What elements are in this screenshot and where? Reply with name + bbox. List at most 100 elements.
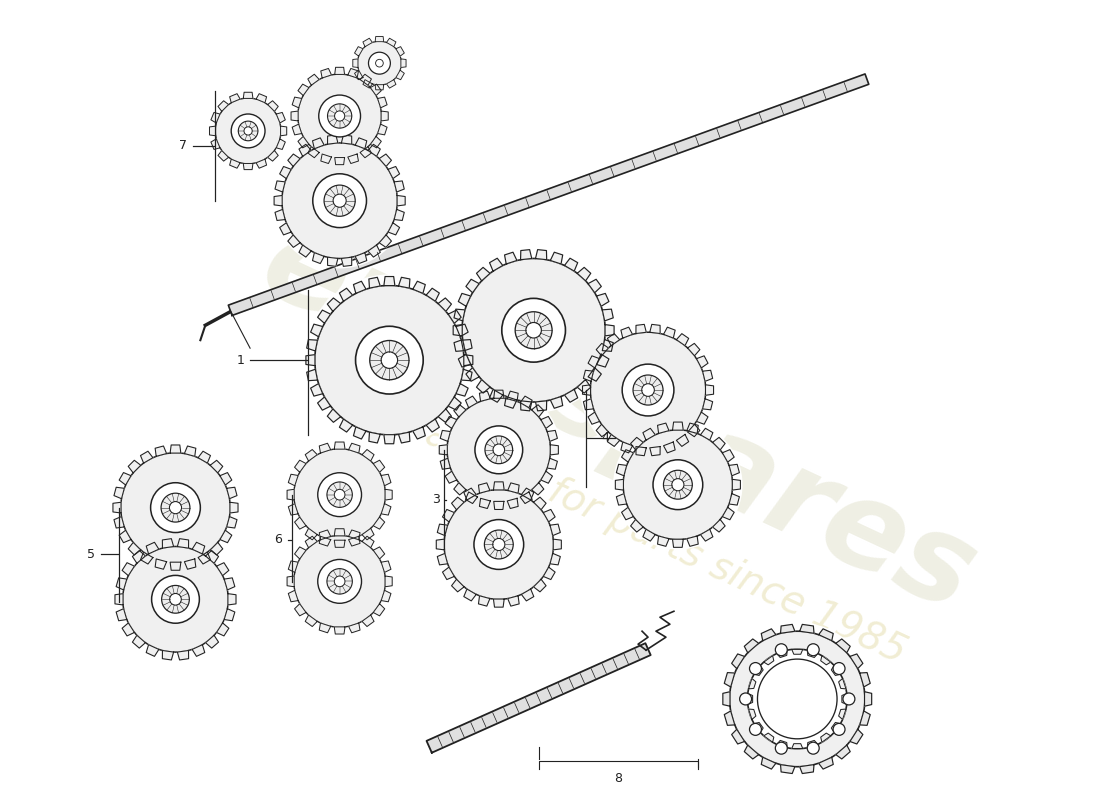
Circle shape	[720, 622, 873, 776]
Polygon shape	[375, 37, 384, 42]
Polygon shape	[362, 615, 374, 626]
Polygon shape	[583, 398, 594, 410]
Circle shape	[231, 114, 265, 148]
Polygon shape	[341, 135, 352, 144]
Polygon shape	[553, 539, 561, 550]
Polygon shape	[334, 442, 345, 449]
Polygon shape	[777, 741, 788, 748]
Circle shape	[843, 693, 855, 705]
Polygon shape	[288, 504, 298, 515]
Circle shape	[318, 473, 362, 517]
Circle shape	[624, 430, 733, 539]
Polygon shape	[116, 594, 123, 605]
Polygon shape	[755, 666, 763, 675]
Polygon shape	[177, 538, 188, 548]
Polygon shape	[438, 524, 448, 535]
Polygon shape	[287, 576, 294, 586]
Polygon shape	[701, 530, 713, 541]
Polygon shape	[777, 650, 788, 658]
Circle shape	[334, 111, 344, 121]
Polygon shape	[446, 417, 456, 429]
Circle shape	[318, 559, 362, 603]
Polygon shape	[745, 745, 759, 759]
Polygon shape	[349, 536, 360, 546]
Polygon shape	[218, 150, 229, 161]
Polygon shape	[385, 490, 393, 500]
Polygon shape	[596, 343, 608, 356]
Polygon shape	[703, 398, 713, 410]
Polygon shape	[705, 385, 714, 395]
Polygon shape	[842, 694, 847, 705]
Polygon shape	[453, 325, 462, 336]
Polygon shape	[206, 550, 219, 563]
Polygon shape	[541, 417, 552, 429]
Polygon shape	[129, 542, 141, 555]
Polygon shape	[230, 502, 238, 513]
Polygon shape	[198, 451, 210, 463]
Polygon shape	[461, 370, 472, 381]
Circle shape	[244, 127, 252, 135]
Polygon shape	[293, 97, 301, 108]
Polygon shape	[363, 80, 373, 88]
Circle shape	[776, 742, 788, 754]
Polygon shape	[615, 479, 624, 490]
Circle shape	[663, 470, 692, 499]
Circle shape	[294, 535, 385, 627]
Text: a passion for parts since 1985: a passion for parts since 1985	[364, 388, 912, 671]
Polygon shape	[426, 288, 439, 302]
Polygon shape	[360, 146, 372, 158]
Polygon shape	[850, 654, 862, 669]
Polygon shape	[206, 635, 219, 648]
Circle shape	[434, 480, 563, 610]
Polygon shape	[141, 552, 153, 564]
Polygon shape	[536, 401, 547, 411]
Polygon shape	[276, 113, 285, 123]
Polygon shape	[388, 223, 399, 235]
Polygon shape	[334, 529, 345, 536]
Polygon shape	[279, 166, 292, 178]
Polygon shape	[220, 473, 232, 485]
Polygon shape	[723, 692, 730, 706]
Polygon shape	[588, 368, 602, 382]
Polygon shape	[114, 517, 124, 528]
Polygon shape	[578, 267, 591, 281]
Polygon shape	[494, 502, 504, 510]
Polygon shape	[800, 624, 814, 634]
Polygon shape	[672, 422, 683, 430]
Polygon shape	[306, 354, 315, 366]
Polygon shape	[733, 479, 740, 490]
Polygon shape	[377, 124, 387, 135]
Polygon shape	[229, 74, 869, 315]
Polygon shape	[521, 589, 534, 601]
Text: 6: 6	[274, 533, 282, 546]
Polygon shape	[310, 383, 322, 396]
Polygon shape	[288, 474, 298, 486]
Polygon shape	[198, 552, 210, 564]
Polygon shape	[701, 428, 713, 440]
Polygon shape	[412, 282, 426, 294]
Circle shape	[748, 649, 847, 749]
Polygon shape	[373, 547, 385, 559]
Polygon shape	[305, 615, 317, 626]
Polygon shape	[170, 562, 180, 570]
Polygon shape	[146, 542, 158, 554]
Circle shape	[328, 104, 352, 128]
Polygon shape	[394, 181, 405, 192]
Circle shape	[581, 322, 716, 458]
Polygon shape	[550, 524, 560, 535]
Text: 1: 1	[236, 354, 244, 366]
Polygon shape	[321, 69, 331, 78]
Polygon shape	[334, 158, 344, 165]
Polygon shape	[368, 144, 381, 156]
Circle shape	[324, 185, 355, 216]
Polygon shape	[723, 507, 734, 520]
Polygon shape	[119, 473, 131, 485]
Circle shape	[375, 59, 383, 67]
Polygon shape	[185, 446, 196, 456]
Polygon shape	[713, 438, 725, 450]
Polygon shape	[353, 282, 366, 294]
Circle shape	[121, 453, 230, 562]
Polygon shape	[381, 111, 388, 121]
Polygon shape	[426, 419, 439, 432]
Polygon shape	[388, 166, 399, 178]
